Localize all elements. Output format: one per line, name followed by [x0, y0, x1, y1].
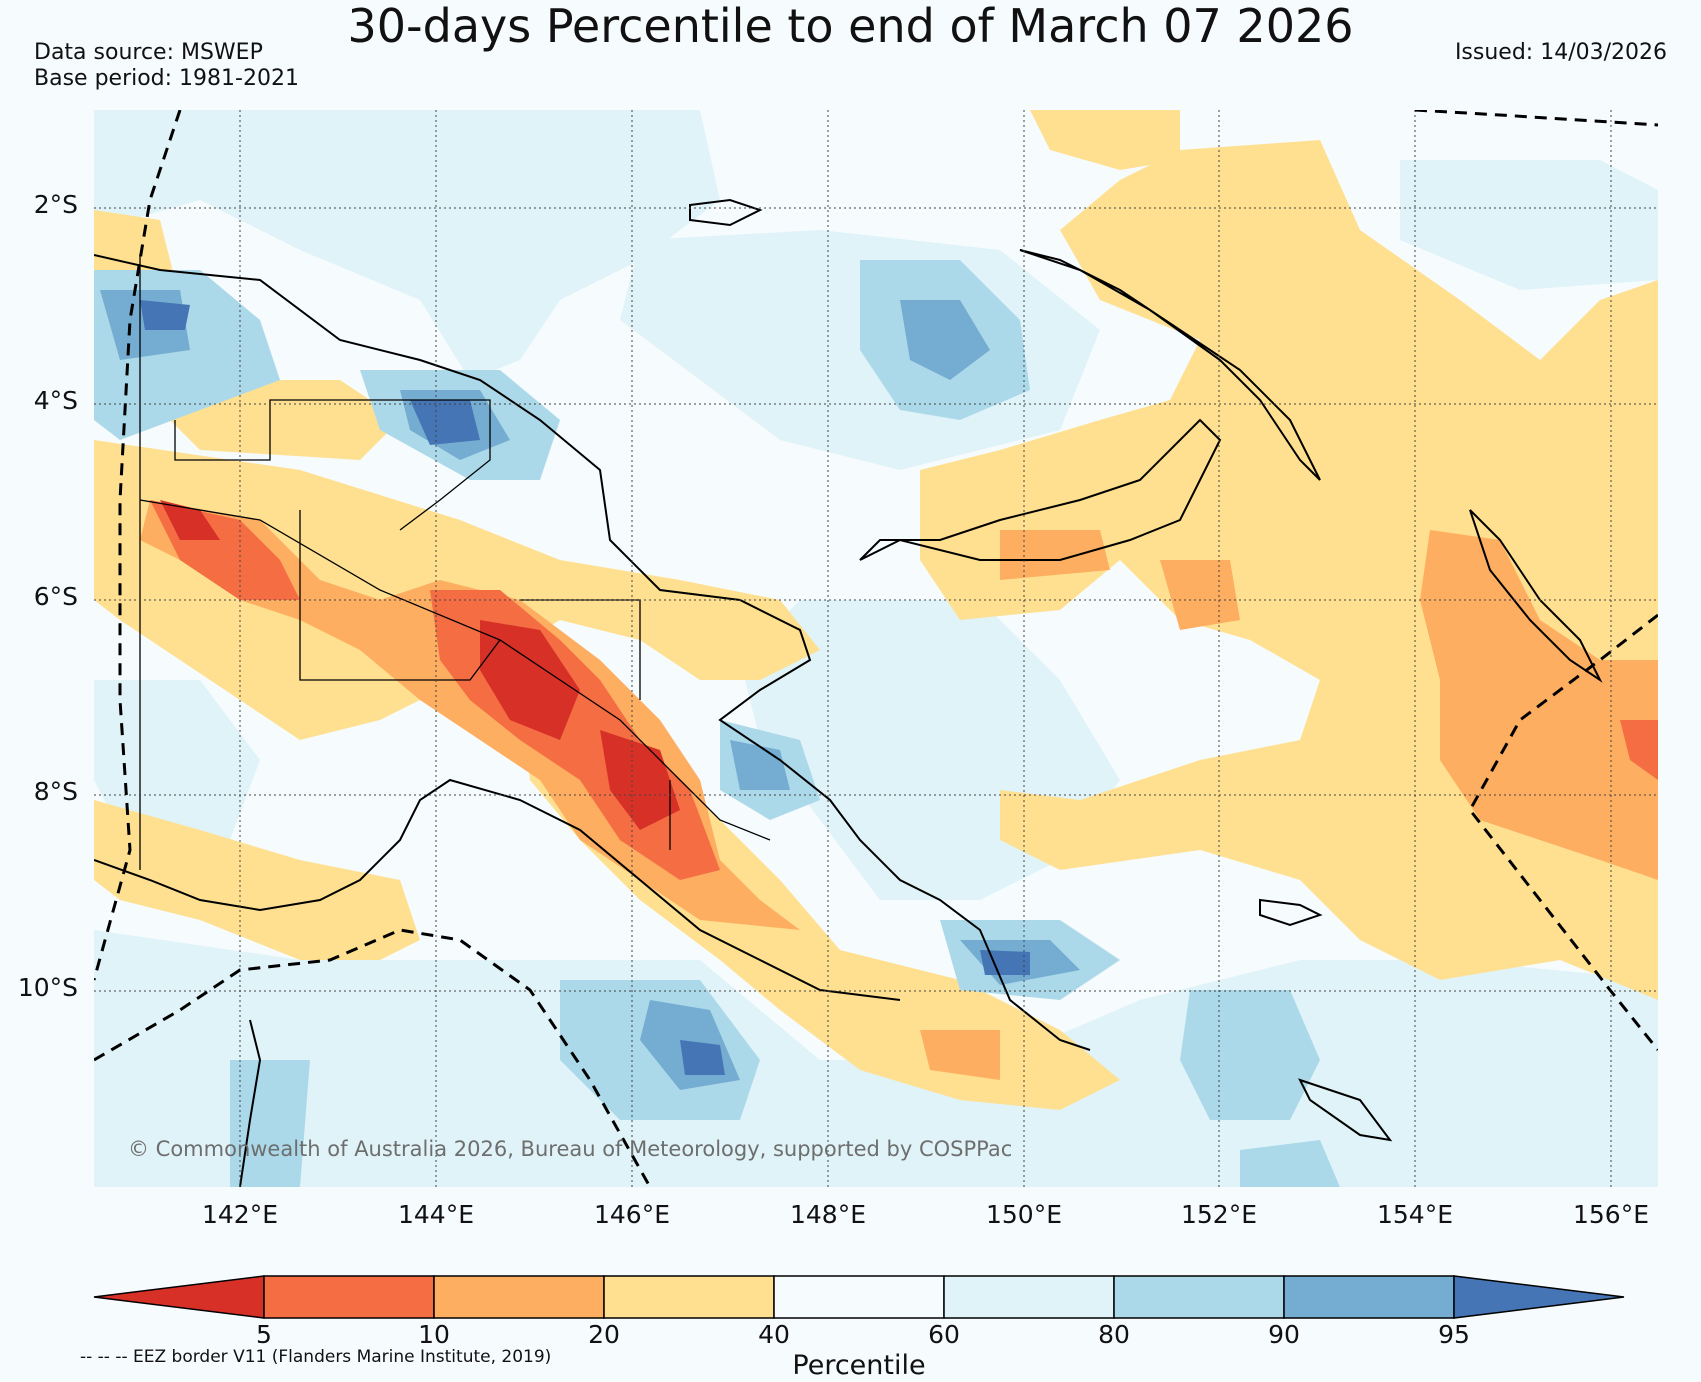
coastline-new-guinea-south: [94, 778, 901, 1001]
field-5-10: [1620, 720, 1658, 780]
field-60-80: [94, 680, 260, 840]
lat-label-4s: 4°S: [33, 386, 78, 415]
colorbar-segment-60-80: [943, 1275, 1115, 1319]
lat-label-8s: 8°S: [33, 777, 78, 806]
issued-date: Issued: 14/03/2026: [1454, 40, 1667, 65]
eez-legend-note: -- -- -- EEZ border V11 (Flanders Marine…: [80, 1347, 552, 1367]
field-90-95: [900, 300, 990, 380]
colorbar-tick-95: 95: [1438, 1320, 1470, 1349]
colorbar-tick-20: 20: [588, 1320, 620, 1349]
colorbar-tick-10: 10: [418, 1320, 450, 1349]
colorbar-tick-60: 60: [928, 1320, 960, 1349]
border-province: [174, 399, 491, 531]
lon-label-154e: 154°E: [1376, 1200, 1453, 1229]
field-below-5: [480, 620, 580, 740]
coastline-new-britain: [859, 418, 1222, 561]
field-below-5: [600, 730, 680, 830]
colorbar: [93, 1275, 1625, 1319]
field-80-90: [1180, 990, 1320, 1120]
colorbar-tick-90: 90: [1268, 1320, 1300, 1349]
data-source: Data source: MSWEP: [34, 40, 263, 65]
colorbar-segment-10-20: [433, 1275, 605, 1319]
coastline-islands-east: [1259, 898, 1323, 927]
field-above-95: [140, 300, 190, 330]
colorbar-segment-40-60: [773, 1275, 945, 1319]
field-10-20: [920, 1030, 1000, 1080]
lat-label-6s: 6°S: [33, 582, 78, 611]
eez-border-west: [94, 110, 182, 981]
lat-label-2s: 2°S: [33, 190, 78, 219]
colorbar-label: Percentile: [792, 1350, 926, 1381]
coastline-islands-southeast: [1298, 1078, 1393, 1142]
field-below-5: [160, 500, 220, 540]
coastline-bougainville: [1469, 509, 1603, 683]
lon-label-142e: 142°E: [201, 1200, 278, 1229]
gridlines: [94, 110, 1658, 1187]
colorbar-tick-5: 5: [256, 1320, 272, 1349]
colorbar-segment-below-5: [93, 1275, 265, 1319]
field-90-95: [730, 740, 790, 790]
field-60-80: [1400, 160, 1658, 290]
colorbar-tick-40: 40: [758, 1320, 790, 1349]
colorbar-segment-above-95: [1453, 1275, 1625, 1319]
eez-borders: [94, 110, 1658, 1187]
field-10-20: [1160, 560, 1240, 630]
field-above-95: [980, 950, 1030, 975]
coastline-new-ireland: [1019, 249, 1321, 481]
map-title: 30-days Percentile to end of March 07 20…: [347, 0, 1354, 53]
lon-label-146e: 146°E: [593, 1200, 670, 1229]
field-60-80: [94, 110, 720, 380]
eez-border-northeast: [1414, 110, 1658, 127]
eez-border-south: [94, 928, 652, 1187]
coastlines: [94, 198, 1603, 1187]
copyright-credit: © Commonwealth of Australia 2026, Bureau…: [128, 1137, 1013, 1161]
field-80-90: [1240, 1140, 1340, 1187]
lat-label-10s: 10°S: [17, 973, 78, 1002]
colorbar-segment-20-40: [603, 1275, 775, 1319]
field-above-95: [410, 400, 480, 445]
eez-border-east: [1468, 613, 1658, 1051]
lon-label-148e: 148°E: [789, 1200, 866, 1229]
lon-label-144e: 144°E: [397, 1200, 474, 1229]
colorbar-segment-80-90: [1113, 1275, 1285, 1319]
base-period: Base period: 1981-2021: [34, 66, 299, 91]
lon-label-150e: 150°E: [985, 1200, 1062, 1229]
coastline-new-guinea-north: [94, 254, 1091, 1051]
colorbar-segment-5-10: [263, 1275, 435, 1319]
percentile-fields: [94, 110, 1658, 1187]
colorbar-segment-90-95: [1283, 1275, 1455, 1319]
field-above-95: [680, 1040, 725, 1075]
coastline-manus: [689, 198, 763, 227]
field-10-20: [1000, 530, 1110, 580]
colorbar-tick-80: 80: [1098, 1320, 1130, 1349]
field-20-40: [1030, 110, 1180, 170]
lon-label-156e: 156°E: [1572, 1200, 1649, 1229]
field-20-40: [94, 800, 420, 960]
border-province: [299, 510, 501, 681]
field-80-90: [230, 1060, 310, 1187]
lon-label-152e: 152°E: [1180, 1200, 1257, 1229]
coastline-australia-north: [239, 1019, 262, 1187]
